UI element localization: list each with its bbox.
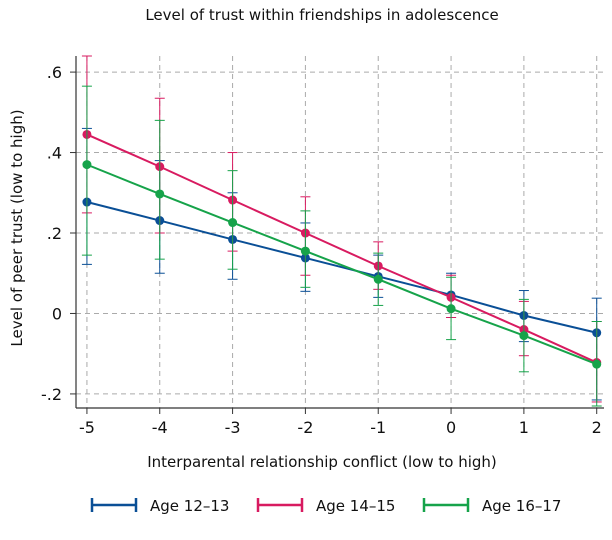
data-point <box>592 359 602 369</box>
x-axis-label: Interparental relationship conflict (low… <box>147 453 497 471</box>
series-line <box>86 163 598 366</box>
y-axis-ticks: .6 .4 .2 0 -.2 <box>41 63 76 404</box>
legend-item: Age 12–13 <box>90 497 229 515</box>
legend-label: Age 12–13 <box>150 497 229 515</box>
x-tick-label: -3 <box>225 418 241 437</box>
y-tick-label: -.2 <box>41 385 62 404</box>
data-point <box>446 304 456 314</box>
x-tick-label: -2 <box>297 418 313 437</box>
legend-label: Age 16–17 <box>482 497 561 515</box>
y-tick-label: .4 <box>47 144 62 163</box>
y-axis-label: Level of peer trust (low to high) <box>8 109 26 346</box>
y-tick-label: .6 <box>47 63 62 82</box>
x-tick-label: 1 <box>519 418 529 437</box>
data-point <box>300 246 310 256</box>
chart-title: Level of trust within friendships in ado… <box>145 6 498 24</box>
series-line <box>86 201 597 334</box>
legend-item: Age 16–17 <box>422 497 561 515</box>
data-point <box>373 274 383 284</box>
legend: Age 12–13 Age 14–15 Age 16–17 <box>90 497 561 515</box>
x-tick-label: -4 <box>152 418 168 437</box>
x-tick-label: -5 <box>79 418 95 437</box>
y-tick-label: .2 <box>47 224 62 243</box>
x-tick-label: 2 <box>592 418 602 437</box>
x-tick-label: -1 <box>370 418 386 437</box>
data-point <box>155 189 165 199</box>
x-tick-label: 0 <box>446 418 456 437</box>
series-layer <box>81 55 602 407</box>
series-3 <box>81 85 602 407</box>
gridlines <box>76 56 604 408</box>
y-tick-label: 0 <box>52 304 62 323</box>
legend-item: Age 14–15 <box>256 497 395 515</box>
data-point <box>228 218 238 228</box>
series-line <box>86 133 598 364</box>
x-axis-ticks: -5 -4 -3 -2 -1 0 1 2 <box>79 408 602 437</box>
legend-label: Age 14–15 <box>316 497 395 515</box>
data-point <box>519 331 529 341</box>
data-point <box>82 160 92 170</box>
axes <box>75 56 604 409</box>
